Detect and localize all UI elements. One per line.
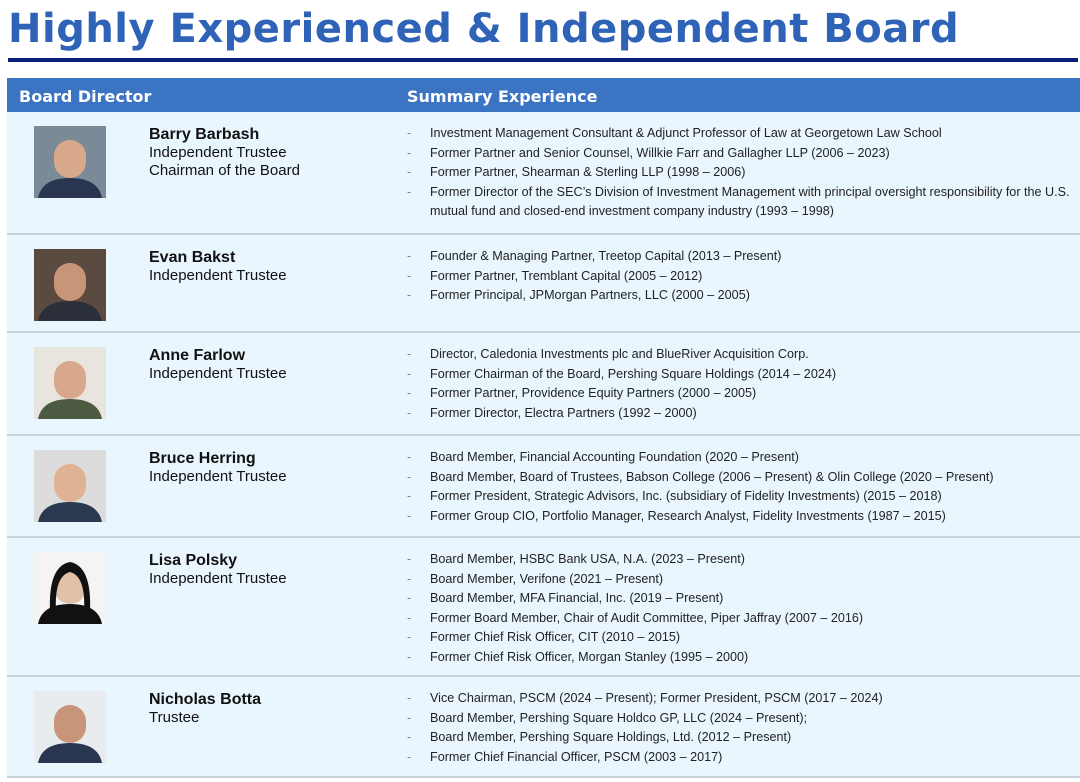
header-board-director: Board Director — [19, 87, 152, 106]
experience-list: Founder & Managing Partner, Treetop Capi… — [407, 247, 1074, 306]
table-header: Board Director Summary Experience — [7, 78, 1080, 112]
page-title: Highly Experienced & Independent Board — [8, 6, 960, 52]
experience-item: Former Chief Risk Officer, CIT (2010 – 2… — [407, 628, 1074, 648]
experience-list: Board Member, Financial Accounting Found… — [407, 448, 1074, 526]
experience-item: Former President, Strategic Advisors, In… — [407, 487, 1074, 507]
experience-item: Former Board Member, Chair of Audit Comm… — [407, 609, 1074, 629]
title-rule — [8, 58, 1078, 62]
experience-item: Former Chief Risk Officer, Morgan Stanle… — [407, 648, 1074, 668]
experience-item: Former Director of the SEC’s Division of… — [407, 183, 1074, 222]
director-info: Nicholas Botta Trustee — [149, 691, 261, 727]
experience-item: Board Member, MFA Financial, Inc. (2019 … — [407, 589, 1074, 609]
experience-item: Former Partner, Shearman & Sterling LLP … — [407, 163, 1074, 183]
director-info: Lisa Polsky Independent Trustee — [149, 552, 287, 588]
director-name: Barry Barbash — [149, 126, 260, 143]
experience-item: Founder & Managing Partner, Treetop Capi… — [407, 247, 1074, 267]
director-role: Independent Trustee — [149, 267, 287, 284]
header-summary-experience: Summary Experience — [407, 87, 598, 106]
experience-item: Board Member, Verifone (2021 – Present) — [407, 570, 1074, 590]
experience-item: Director, Caledonia Investments plc and … — [407, 345, 1074, 365]
director-name: Anne Farlow — [149, 347, 246, 364]
director-role: Trustee — [149, 709, 200, 726]
experience-item: Board Member, HSBC Bank USA, N.A. (2023 … — [407, 550, 1074, 570]
board-table: Board Director Summary Experience Barry … — [7, 78, 1080, 778]
experience-item: Former Partner, Providence Equity Partne… — [407, 384, 1074, 404]
director-role: Chairman of the Board — [149, 162, 300, 179]
experience-item: Former Director, Electra Partners (1992 … — [407, 404, 1074, 424]
experience-list: Vice Chairman, PSCM (2024 – Present); Fo… — [407, 689, 1074, 767]
director-photo — [34, 552, 106, 624]
director-photo — [34, 450, 106, 522]
experience-item: Former Partner and Senior Counsel, Willk… — [407, 144, 1074, 164]
experience-item: Vice Chairman, PSCM (2024 – Present); Fo… — [407, 689, 1074, 709]
experience-item: Board Member, Financial Accounting Found… — [407, 448, 1074, 468]
director-name: Nicholas Botta — [149, 691, 262, 708]
director-role: Independent Trustee — [149, 570, 287, 587]
director-photo — [34, 691, 106, 763]
director-info: Bruce Herring Independent Trustee — [149, 450, 287, 486]
experience-item: Former Principal, JPMorgan Partners, LLC… — [407, 286, 1074, 306]
experience-item: Former Partner, Tremblant Capital (2005 … — [407, 267, 1074, 287]
experience-item: Former Group CIO, Portfolio Manager, Res… — [407, 507, 1074, 527]
experience-item: Investment Management Consultant & Adjun… — [407, 124, 1074, 144]
experience-list: Board Member, HSBC Bank USA, N.A. (2023 … — [407, 550, 1074, 667]
director-photo — [34, 249, 106, 321]
director-role: Independent Trustee — [149, 468, 287, 485]
director-role: Independent Trustee — [149, 144, 287, 161]
experience-list: Investment Management Consultant & Adjun… — [407, 124, 1074, 222]
experience-item: Board Member, Pershing Square Holdco GP,… — [407, 709, 1074, 729]
experience-item: Board Member, Pershing Square Holdings, … — [407, 728, 1074, 748]
director-name: Evan Bakst — [149, 249, 236, 266]
director-photo — [34, 126, 106, 198]
experience-list: Director, Caledonia Investments plc and … — [407, 345, 1074, 423]
experience-item: Former Chief Financial Officer, PSCM (20… — [407, 748, 1074, 768]
experience-item: Board Member, Board of Trustees, Babson … — [407, 468, 1074, 488]
director-photo — [34, 347, 106, 419]
director-row: Barry Barbash Independent Trustee Chairman… — [7, 112, 1080, 235]
director-role: Independent Trustee — [149, 365, 287, 382]
director-info: Evan Bakst Independent Trustee — [149, 249, 287, 285]
director-info: Barry Barbash Independent Trustee Chairman… — [149, 126, 300, 180]
director-name: Bruce Herring — [149, 450, 256, 467]
experience-item: Former Chairman of the Board, Pershing S… — [407, 365, 1074, 385]
director-info: Anne Farlow Independent Trustee — [149, 347, 287, 383]
director-name: Lisa Polsky — [149, 552, 238, 569]
